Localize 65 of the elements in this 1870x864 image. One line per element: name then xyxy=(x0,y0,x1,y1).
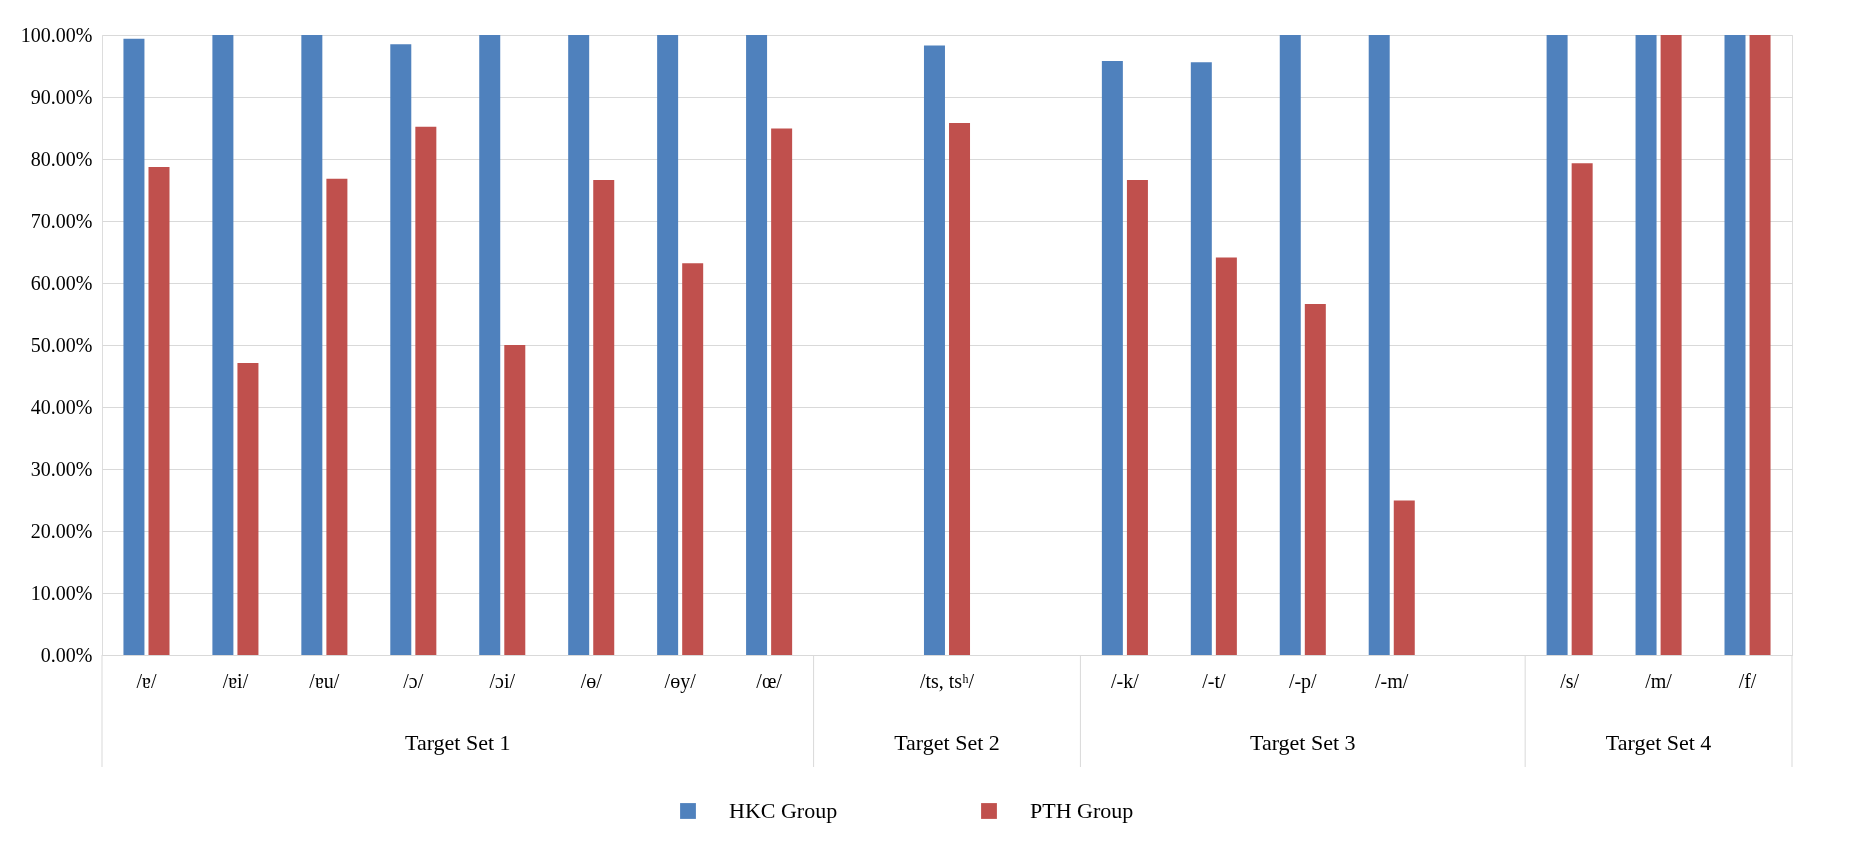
bar xyxy=(1279,35,1301,655)
y-tick-label: 40.00% xyxy=(30,395,93,418)
y-tick-label: 90.00% xyxy=(30,85,93,108)
bar xyxy=(1101,61,1123,655)
y-tick-label: 20.00% xyxy=(30,519,93,542)
bar xyxy=(1660,35,1682,655)
bar xyxy=(1571,163,1593,655)
bar xyxy=(504,345,526,655)
x-tick-label: /-k/ xyxy=(1111,669,1140,692)
bar xyxy=(593,180,615,655)
y-tick-label: 10.00% xyxy=(30,581,93,604)
y-tick-label: 80.00% xyxy=(30,147,93,170)
bar xyxy=(301,35,323,655)
x-tick-label: /ɐ/ xyxy=(136,669,157,692)
bar xyxy=(479,35,501,655)
x-tick-label: /-p/ xyxy=(1288,669,1318,693)
bar xyxy=(1635,35,1657,655)
text: Target Set 4 xyxy=(1605,730,1712,755)
x-tick-label: /ɐu/ xyxy=(309,669,340,692)
x-tick-label: /ɵy/ xyxy=(664,669,697,693)
legend-label: PTH Group xyxy=(1030,798,1134,823)
bar xyxy=(1749,35,1771,655)
bar xyxy=(771,128,793,655)
x-tick-label: /f/ xyxy=(1738,669,1757,692)
bar xyxy=(1215,257,1237,655)
bar xyxy=(1304,304,1326,655)
bar xyxy=(1393,500,1415,655)
y-tick-label: 100.00% xyxy=(20,23,93,46)
x-tick-label: /m/ xyxy=(1645,669,1673,692)
bar xyxy=(1368,35,1390,655)
bar xyxy=(923,45,945,655)
bar xyxy=(746,35,768,655)
bar xyxy=(657,35,679,655)
text: Target Set 3 xyxy=(1249,730,1356,755)
legend-label: HKC Group xyxy=(729,798,838,823)
bar xyxy=(568,35,590,655)
x-tick-label: /œ/ xyxy=(756,669,783,692)
x-tick-label: /-m/ xyxy=(1375,669,1409,692)
x-tick-label: /-t/ xyxy=(1202,669,1226,692)
bar xyxy=(682,263,704,655)
bar xyxy=(1190,62,1212,655)
bar xyxy=(123,38,145,655)
text: Target Set 1 xyxy=(404,730,511,755)
bar xyxy=(148,167,170,655)
bar xyxy=(1546,35,1568,655)
x-tick-label: /s/ xyxy=(1560,669,1580,692)
bar xyxy=(326,178,348,655)
y-tick-label: 50.00% xyxy=(30,333,93,356)
bar xyxy=(1126,180,1148,655)
bar xyxy=(415,126,437,655)
bar xyxy=(390,44,412,655)
y-tick-label: 30.00% xyxy=(30,457,93,480)
y-tick-label: 0.00% xyxy=(40,643,93,666)
x-tick-label: /ts, tsʰ/ xyxy=(919,669,975,692)
y-tick-label: 60.00% xyxy=(30,271,93,294)
x-tick-label: /ɔi/ xyxy=(489,669,516,692)
bar xyxy=(1724,35,1746,655)
text: Target Set 2 xyxy=(894,730,1000,755)
x-tick-label: /ɵ/ xyxy=(580,669,603,692)
bar xyxy=(949,123,971,655)
bar xyxy=(237,362,259,655)
y-tick-label: 70.00% xyxy=(30,209,93,232)
x-tick-label: /ɐi/ xyxy=(222,669,249,692)
bar xyxy=(212,35,234,655)
x-tick-label: /ɔ/ xyxy=(403,669,424,692)
